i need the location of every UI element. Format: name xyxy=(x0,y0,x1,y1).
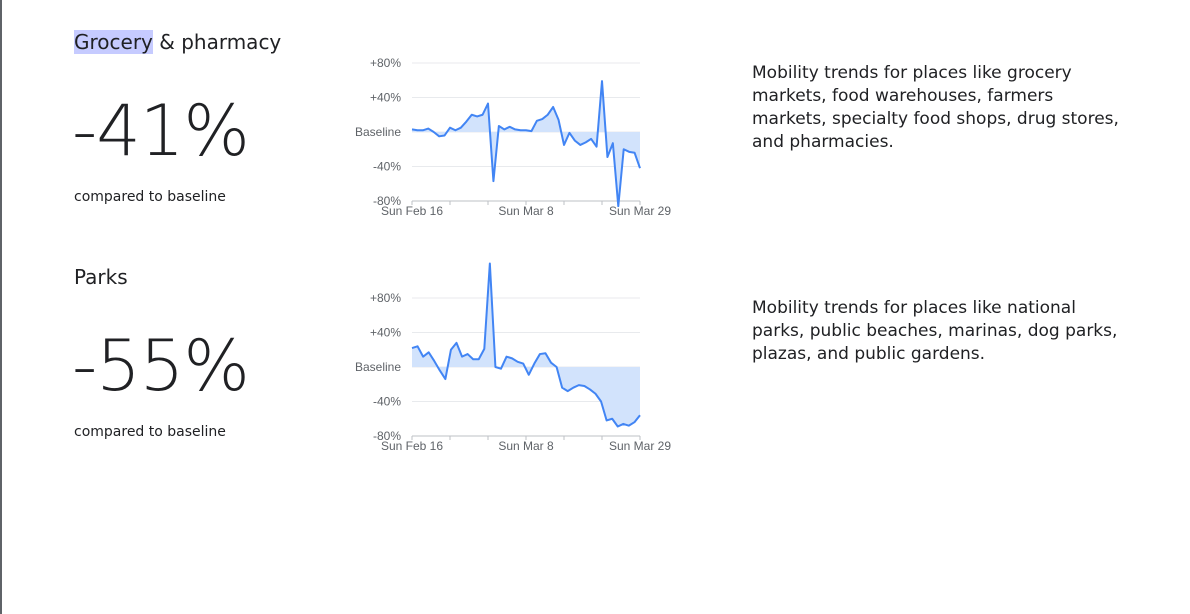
category-title: Grocery & pharmacy xyxy=(74,30,281,54)
grocery-pharmacy-section: Grocery & pharmacy -41% compared to base… xyxy=(0,0,1190,240)
percent-change-value: -41% xyxy=(72,90,250,172)
grocery-trend-chart: +80% +40% Baseline -40% -80%Sun Feb 16 Sun Ma… xyxy=(355,56,671,218)
trend-area xyxy=(412,263,640,427)
y-tick-label: +40% xyxy=(370,91,401,105)
category-description: Mobility trends for places like grocery … xyxy=(752,63,1119,152)
window-left-border xyxy=(0,0,2,614)
x-tick-label: Sun Feb 16 xyxy=(381,439,443,453)
title-rest: Parks xyxy=(74,265,128,289)
title-highlight: Grocery xyxy=(74,30,153,54)
x-tick-label: Sun Mar 29 xyxy=(609,204,671,218)
x-tick-label: Sun Mar 8 xyxy=(498,439,554,453)
y-tick-label: +40% xyxy=(370,326,401,340)
y-tick-label: -80% xyxy=(373,194,401,208)
x-tick-label: Sun Feb 16 xyxy=(381,204,443,218)
y-tick-label: Baseline xyxy=(355,125,401,139)
compared-to-baseline-label: compared to baseline xyxy=(74,189,226,205)
parks-trend-chart: +80% +40% Baseline -40% -80%Sun Feb 16 Sun Ma… xyxy=(355,262,671,453)
parks-section: Parks -55% compared to baseline +80% +40%… xyxy=(0,235,1190,475)
category-description: Mobility trends for places like national… xyxy=(752,298,1118,364)
percent-change-value: -55% xyxy=(72,325,250,407)
y-tick-label: -40% xyxy=(373,395,401,409)
y-tick-label: +80% xyxy=(370,291,401,305)
y-tick-label: Baseline xyxy=(355,360,401,374)
trend-line xyxy=(411,80,641,208)
category-title: Parks xyxy=(74,265,128,289)
trend-line xyxy=(411,262,641,428)
y-tick-label: -40% xyxy=(373,160,401,174)
y-tick-label: -80% xyxy=(373,429,401,443)
y-tick-label: +80% xyxy=(370,56,401,70)
title-rest: & pharmacy xyxy=(152,30,282,54)
x-tick-label: Sun Mar 8 xyxy=(498,204,554,218)
x-tick-label: Sun Mar 29 xyxy=(609,439,671,453)
compared-to-baseline-label: compared to baseline xyxy=(74,424,226,440)
